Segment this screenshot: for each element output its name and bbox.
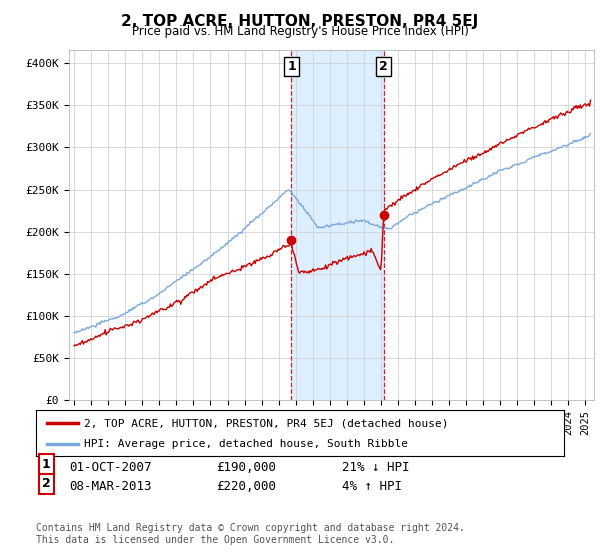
Text: 2, TOP ACRE, HUTTON, PRESTON, PR4 5EJ: 2, TOP ACRE, HUTTON, PRESTON, PR4 5EJ	[121, 14, 479, 29]
Text: Price paid vs. HM Land Registry's House Price Index (HPI): Price paid vs. HM Land Registry's House …	[131, 25, 469, 38]
Text: 1: 1	[42, 458, 51, 470]
Text: £190,000: £190,000	[216, 460, 276, 474]
Text: 21% ↓ HPI: 21% ↓ HPI	[342, 460, 409, 474]
Text: 2: 2	[379, 60, 388, 73]
Bar	[292, 50, 384, 400]
Text: 4% ↑ HPI: 4% ↑ HPI	[342, 480, 402, 493]
Text: 2, TOP ACRE, HUTTON, PRESTON, PR4 5EJ (detached house): 2, TOP ACRE, HUTTON, PRESTON, PR4 5EJ (d…	[83, 418, 448, 428]
Text: Contains HM Land Registry data © Crown copyright and database right 2024.: Contains HM Land Registry data © Crown c…	[36, 523, 465, 533]
Text: 2: 2	[42, 477, 51, 490]
Text: 08-MAR-2013: 08-MAR-2013	[69, 480, 151, 493]
Text: £220,000: £220,000	[216, 480, 276, 493]
Text: 1: 1	[287, 60, 296, 73]
Text: This data is licensed under the Open Government Licence v3.0.: This data is licensed under the Open Gov…	[36, 535, 394, 545]
Text: 01-OCT-2007: 01-OCT-2007	[69, 460, 151, 474]
Text: HPI: Average price, detached house, South Ribble: HPI: Average price, detached house, Sout…	[83, 438, 407, 449]
